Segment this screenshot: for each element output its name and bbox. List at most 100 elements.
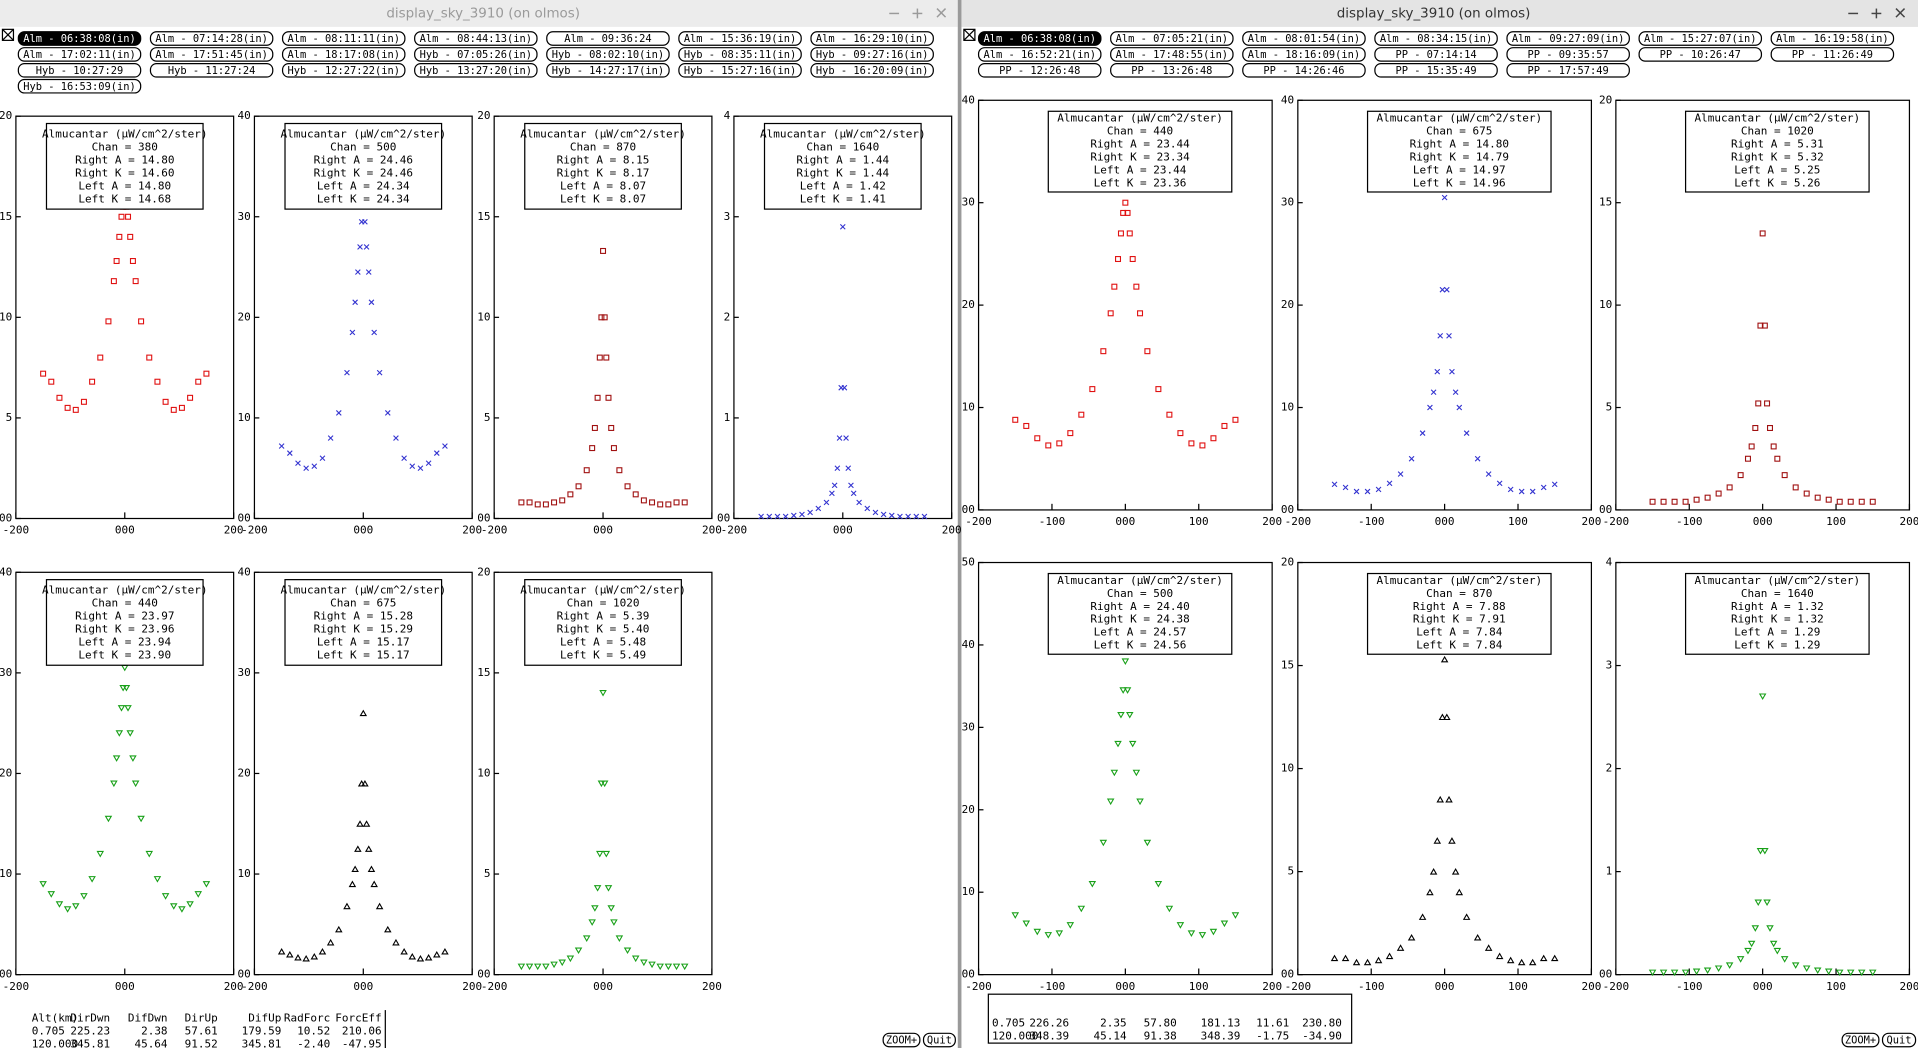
mode-button[interactable]: [1638, 31, 1763, 46]
mode-button[interactable]: [1506, 47, 1630, 62]
mode-button[interactable]: [678, 31, 802, 46]
mode-button-label[interactable]: Hyb - 08:35:11(in): [684, 49, 796, 61]
action-button[interactable]: [1841, 1032, 1880, 1048]
mode-button-label[interactable]: Alm - 17:48:55(in): [1116, 49, 1228, 61]
mode-button[interactable]: [1770, 31, 1895, 46]
mode-button-label[interactable]: PP - 07:14:14: [1395, 49, 1476, 61]
mode-button[interactable]: [1506, 62, 1630, 78]
x-tick-label: -200: [3, 980, 30, 993]
mode-button[interactable]: [414, 31, 538, 46]
mode-button-label[interactable]: Alm - 06:38:08(in): [984, 33, 1096, 45]
mode-button[interactable]: [1506, 31, 1630, 46]
mode-button-label[interactable]: PP - 11:26:49: [1792, 49, 1873, 61]
mode-button[interactable]: [678, 47, 802, 62]
data-point: [178, 404, 185, 411]
mode-button[interactable]: [281, 62, 406, 78]
mode-button-label[interactable]: Alm - 16:29:10(in): [816, 33, 928, 45]
mode-button[interactable]: [414, 47, 538, 62]
mode-button-label[interactable]: Hyb - 16:53:09(in): [23, 81, 135, 93]
mode-button-label[interactable]: Hyb - 08:02:10(in): [552, 49, 664, 61]
mode-button[interactable]: [17, 47, 142, 62]
data-point: [1703, 967, 1712, 975]
mode-button-label[interactable]: Alm - 18:16:09(in): [1248, 49, 1360, 61]
mode-button-label[interactable]: Alm - 08:44:13(in): [420, 33, 532, 45]
mode-button[interactable]: [1374, 47, 1498, 62]
mode-button-label[interactable]: Alm - 17:02:11(in): [23, 49, 135, 61]
mode-button[interactable]: [414, 62, 538, 78]
action-button[interactable]: [882, 1032, 921, 1048]
mode-button[interactable]: [1242, 31, 1366, 46]
action-button[interactable]: [922, 1032, 956, 1048]
mode-button[interactable]: [17, 62, 142, 78]
window-controls[interactable]: [1848, 8, 1906, 19]
mode-button-label[interactable]: PP - 12:26:48: [999, 65, 1080, 77]
action-button-label[interactable]: Quit: [1887, 1035, 1912, 1047]
mode-button[interactable]: [977, 31, 1102, 46]
mode-button[interactable]: [1110, 31, 1234, 46]
mode-button[interactable]: [1110, 62, 1234, 78]
mode-button-label[interactable]: Hyb - 12:27:22(in): [287, 65, 399, 77]
mode-button-label[interactable]: Hyb - 16:20:09(in): [816, 65, 928, 77]
mode-button-label[interactable]: Alm - 09:36:24: [564, 33, 651, 45]
mode-button-label[interactable]: Alm - 15:27:07(in): [1644, 33, 1756, 45]
mode-button-label[interactable]: Alm - 16:52:21(in): [984, 49, 1096, 61]
mode-button-label[interactable]: Hyb - 10:27:29: [36, 65, 123, 77]
mode-button[interactable]: [149, 62, 274, 78]
mode-button-label[interactable]: PP - 13:26:48: [1131, 65, 1212, 77]
mode-button-label[interactable]: Hyb - 14:27:17(in): [552, 65, 664, 77]
mode-button[interactable]: [1638, 47, 1763, 62]
mode-button-label[interactable]: Alm - 08:01:54(in): [1248, 33, 1360, 45]
action-button[interactable]: [1881, 1032, 1917, 1048]
mode-button[interactable]: [977, 62, 1102, 78]
mode-button-label[interactable]: Alm - 09:27:09(in): [1512, 33, 1624, 45]
mode-button-label[interactable]: Alm - 08:34:15(in): [1380, 33, 1492, 45]
mode-button[interactable]: [1242, 62, 1366, 78]
mode-button[interactable]: [546, 47, 670, 62]
mode-button[interactable]: [1374, 31, 1498, 46]
mode-button[interactable]: [546, 62, 670, 78]
mode-button[interactable]: [1770, 47, 1895, 62]
data-point: [605, 394, 612, 401]
data-point: [1209, 928, 1218, 936]
close[interactable]: [1895, 8, 1906, 18]
mode-button-label[interactable]: PP - 14:26:46: [1263, 65, 1344, 77]
mode-button[interactable]: [17, 78, 142, 94]
action-button-label[interactable]: Quit: [927, 1035, 952, 1047]
mode-button-label[interactable]: Hyb - 11:27:24: [168, 65, 255, 77]
mode-button[interactable]: [149, 47, 274, 62]
mode-button-label[interactable]: Alm - 07:14:28(in): [155, 33, 267, 45]
mode-button-label[interactable]: PP - 17:57:49: [1528, 65, 1609, 77]
mode-button[interactable]: [546, 31, 670, 46]
mode-button[interactable]: [281, 47, 406, 62]
action-button-label[interactable]: ZOOM+: [1845, 1035, 1876, 1047]
mode-button-label[interactable]: Alm - 18:17:08(in): [287, 49, 399, 61]
mode-button[interactable]: [678, 62, 802, 78]
mode-button[interactable]: [810, 31, 934, 46]
mode-button-label[interactable]: Alm - 16:19:58(in): [1776, 33, 1888, 45]
mode-button-label[interactable]: PP - 09:35:57: [1528, 49, 1609, 61]
mode-button[interactable]: [810, 62, 934, 78]
mode-button[interactable]: [149, 31, 274, 46]
x-tick-label: 200: [224, 524, 244, 537]
mode-button-label[interactable]: PP - 10:26:47: [1660, 49, 1741, 61]
mode-button[interactable]: [1110, 47, 1234, 62]
mode-button[interactable]: [1374, 62, 1498, 78]
mode-button-label[interactable]: Alm - 06:38:08(in): [23, 33, 135, 45]
mode-button-label[interactable]: Alm - 07:05:21(in): [1116, 33, 1228, 45]
action-button-label[interactable]: ZOOM+: [886, 1035, 917, 1047]
mode-button[interactable]: [810, 47, 934, 62]
mode-button-label[interactable]: Alm - 08:11:11(in): [287, 33, 399, 45]
mode-button-label[interactable]: Hyb - 07:05:26(in): [420, 49, 532, 61]
mode-button-label[interactable]: PP - 15:35:49: [1395, 65, 1476, 77]
mode-button[interactable]: [977, 47, 1102, 62]
mode-button-label[interactable]: Hyb - 13:27:20(in): [420, 65, 532, 77]
mode-button-label[interactable]: Alm - 15:36:19(in): [684, 33, 796, 45]
mode-button-label[interactable]: Alm - 17:51:45(in): [155, 49, 267, 61]
mode-button[interactable]: [17, 31, 142, 46]
window-controls[interactable]: [889, 8, 947, 19]
mode-button[interactable]: [1242, 47, 1366, 62]
mode-button-label[interactable]: Hyb - 09:27:16(in): [816, 49, 928, 61]
close[interactable]: [936, 8, 947, 18]
mode-button[interactable]: [281, 31, 406, 46]
mode-button-label[interactable]: Hyb - 15:27:16(in): [684, 65, 796, 77]
